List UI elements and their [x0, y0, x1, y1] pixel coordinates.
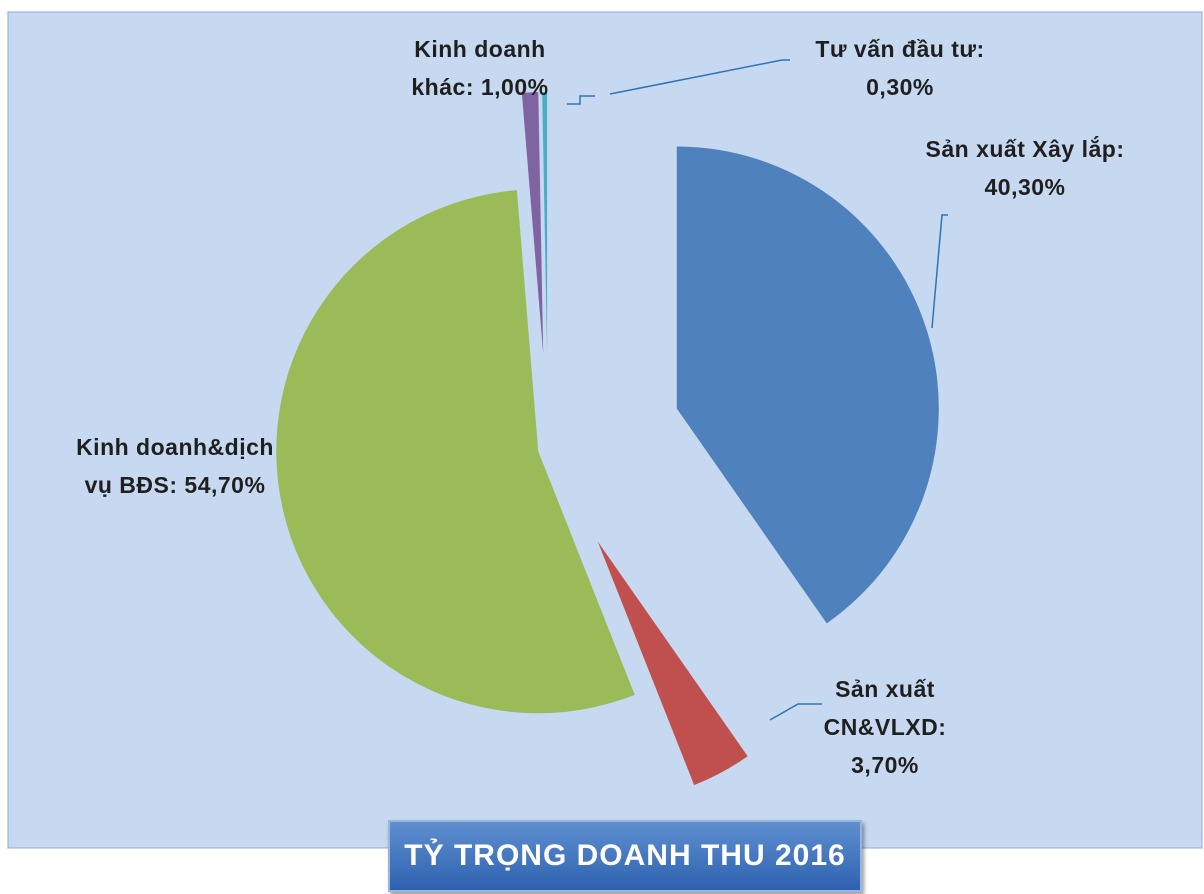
label-category: Sản xuất CN&VLXD:: [823, 676, 947, 740]
pie-slice: [597, 541, 748, 786]
data-label: Kinh doanh khác: 1,00%: [380, 30, 580, 106]
label-value: 40,30%: [984, 174, 1066, 200]
label-category: Kinh doanh khác:: [411, 36, 546, 100]
label-category: Sản xuất Xây lắp:: [925, 136, 1125, 162]
pie-slice: [521, 92, 544, 355]
data-label: Sản xuất CN&VLXD: 3,70%: [790, 670, 980, 784]
label-value: 1,00%: [480, 74, 549, 100]
leader-line: [769, 703, 822, 721]
label-category: Kinh doanh&dịch vụ BĐS:: [76, 434, 274, 498]
leader-line: [609, 59, 790, 95]
pie-slice: [542, 92, 548, 355]
data-label: Tư vấn đầu tư: 0,30%: [790, 30, 1010, 106]
leader-line: [567, 95, 595, 105]
label-category: Tư vấn đầu tư:: [815, 36, 985, 62]
pie-slice: [276, 190, 635, 714]
label-value: 3,70%: [851, 752, 919, 778]
chart-title: TỶ TRỌNG DOANH THU 2016: [388, 820, 862, 892]
pie-slice: [676, 146, 939, 624]
data-label: Sản xuất Xây lắp: 40,30%: [915, 130, 1135, 206]
label-value: 0,30%: [866, 74, 934, 100]
leader-line: [931, 214, 948, 329]
label-value: 54,70%: [184, 472, 266, 498]
plot-area: [7, 11, 1203, 849]
data-label: Kinh doanh&dịch vụ BĐS: 54,70%: [70, 428, 280, 504]
